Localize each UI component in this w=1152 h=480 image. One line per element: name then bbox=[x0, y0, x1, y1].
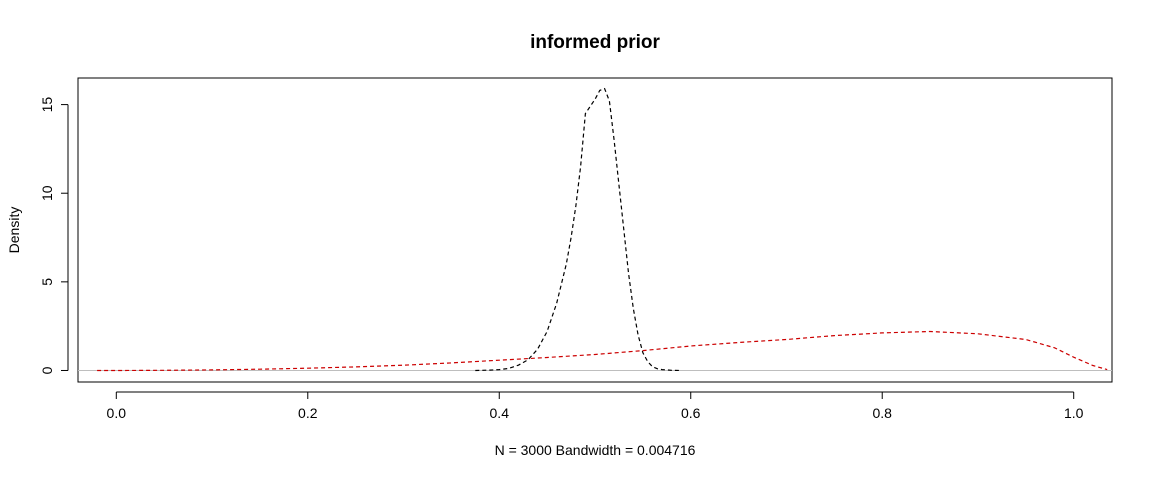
y-tick-label: 0 bbox=[39, 366, 55, 374]
prior-density-line bbox=[97, 330, 1108, 372]
x-axis-label: N = 3000 Bandwidth = 0.004716 bbox=[495, 442, 696, 458]
y-tick-label: 15 bbox=[39, 97, 55, 113]
x-tick-label: 1.0 bbox=[1064, 405, 1084, 421]
x-tick-label: 0.0 bbox=[107, 405, 127, 421]
y-axis: 0 5 10 15 bbox=[39, 97, 69, 374]
plot-frame bbox=[77, 77, 1113, 383]
series-layer bbox=[97, 87, 1108, 372]
y-tick-label: 10 bbox=[39, 185, 55, 201]
x-axis: 0.0 0.2 0.4 0.6 0.8 1.0 bbox=[107, 391, 1084, 421]
x-tick-label: 0.4 bbox=[490, 405, 510, 421]
y-tick-label: 5 bbox=[39, 278, 55, 286]
y-axis-label: Density bbox=[6, 207, 22, 254]
x-tick-label: 0.8 bbox=[872, 405, 892, 421]
x-tick-label: 0.2 bbox=[298, 405, 318, 421]
posterior-density-line bbox=[475, 87, 682, 372]
chart-title: informed prior bbox=[530, 32, 660, 53]
x-tick-label: 0.6 bbox=[681, 405, 701, 421]
